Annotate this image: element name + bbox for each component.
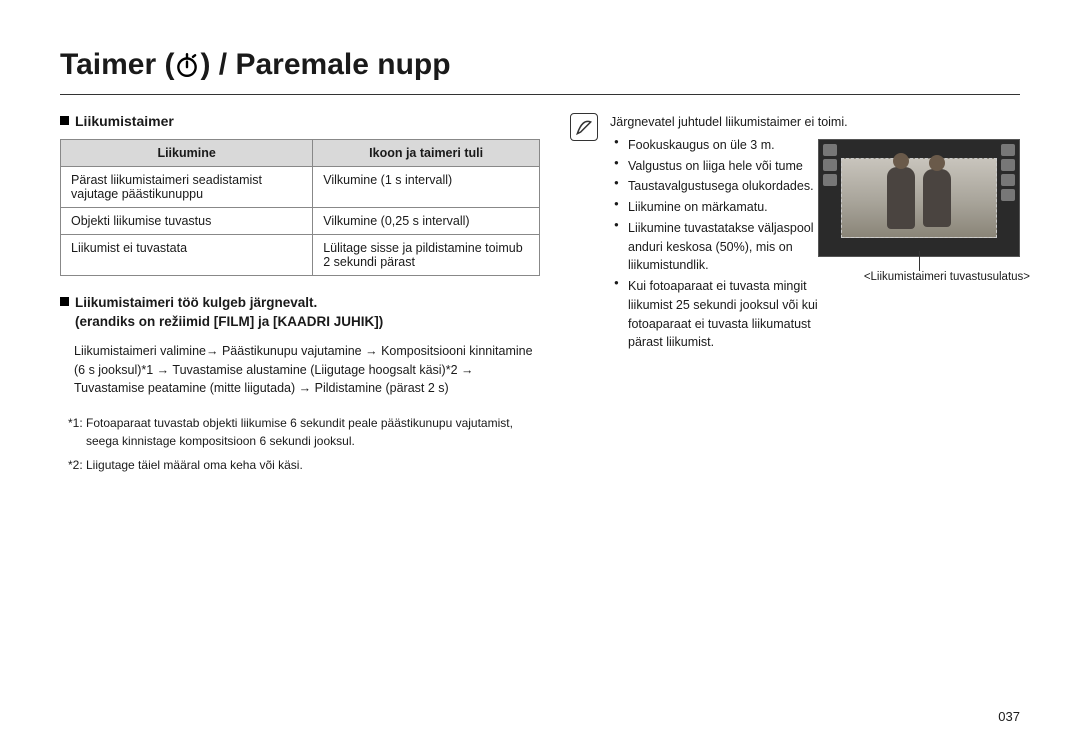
note-bullet-list: Fookuskaugus on üle 3 m. Valgustus on li… xyxy=(610,136,830,352)
cell: Pärast liikumistaimeri seadistamist vaju… xyxy=(61,167,313,208)
cell: Vilkumine (0,25 s intervall) xyxy=(313,208,540,235)
note-intro: Järgnevatel juhtudel liikumistaimer ei t… xyxy=(610,113,1020,132)
page-number: 037 xyxy=(998,709,1020,724)
section2-line2: (erandiks on režiimid [FILM] ja [KAADRI … xyxy=(60,314,383,329)
preview-caption: <Liikumistaimeri tuvastusulatus> xyxy=(864,271,1030,283)
section-flow-heading: Liikumistaimeri töö kulgeb järgnevalt. (… xyxy=(60,294,540,332)
camera-status-icon xyxy=(823,159,837,171)
title-prefix: Taimer ( xyxy=(60,48,174,81)
cell: Liikumist ei tuvastata xyxy=(61,235,313,276)
section-liikumistaimer: Liikumistaimer xyxy=(60,113,540,129)
section1-label: Liikumistaimer xyxy=(75,113,174,129)
camera-left-icons xyxy=(823,144,837,186)
title-suffix: ) / Paremale nupp xyxy=(200,48,450,81)
timer-icon xyxy=(174,52,200,86)
list-item: Liikumine on märkamatu. xyxy=(614,198,830,217)
title-divider xyxy=(60,94,1020,95)
cell: Vilkumine (1 s intervall) xyxy=(313,167,540,208)
cell: Objekti liikumise tuvastus xyxy=(61,208,313,235)
table-row: Liikumist ei tuvastata Lülitage sisse ja… xyxy=(61,235,540,276)
camera-preview xyxy=(818,139,1020,257)
movement-table: Liikumine Ikoon ja taimeri tuli Pärast l… xyxy=(60,139,540,276)
camera-status-icon xyxy=(1001,189,1015,201)
footnote-2: *2: Liigutage täiel määral oma keha või … xyxy=(60,456,540,474)
left-column: Liikumistaimer Liikumine Ikoon ja taimer… xyxy=(60,113,540,480)
camera-status-icon xyxy=(1001,159,1015,171)
pointer-line xyxy=(919,251,920,271)
camera-right-icons xyxy=(1001,144,1015,201)
cell: Lülitage sisse ja pildistamine toimub 2 … xyxy=(313,235,540,276)
right-column: Järgnevatel juhtudel liikumistaimer ei t… xyxy=(570,113,1020,480)
camera-status-icon xyxy=(823,174,837,186)
note-icon xyxy=(570,113,598,141)
bullet-square-icon xyxy=(60,297,69,306)
list-item: Kui fotoaparaat ei tuvasta mingit liikum… xyxy=(614,277,830,352)
list-item: Valgustus on liiga hele või tume xyxy=(614,157,830,176)
person-silhouette xyxy=(923,169,951,227)
table-row: Objekti liikumise tuvastus Vilkumine (0,… xyxy=(61,208,540,235)
person-silhouette xyxy=(887,167,915,229)
list-item: Liikumine tuvastatakse väljaspool anduri… xyxy=(614,219,830,275)
battery-icon xyxy=(1001,144,1015,156)
page-title: Taimer ( ) / Paremale nupp xyxy=(60,48,1020,86)
th-ikoon: Ikoon ja taimeri tuli xyxy=(313,140,540,167)
camera-mode-icon xyxy=(823,144,837,156)
list-item: Taustavalgustusega olukordades. xyxy=(614,177,830,196)
camera-status-icon xyxy=(1001,174,1015,186)
table-row: Pärast liikumistaimeri seadistamist vaju… xyxy=(61,167,540,208)
flow-sequence: Liikumistaimeri valimine→ Päästikunupu v… xyxy=(60,342,540,398)
list-item: Fookuskaugus on üle 3 m. xyxy=(614,136,830,155)
th-liikumine: Liikumine xyxy=(61,140,313,167)
bullet-square-icon xyxy=(60,116,69,125)
detection-frame xyxy=(841,158,997,238)
footnote-1: *1: Fotoaparaat tuvastab objekti liikumi… xyxy=(60,414,540,450)
section2-line1: Liikumistaimeri töö kulgeb järgnevalt. xyxy=(75,295,317,310)
